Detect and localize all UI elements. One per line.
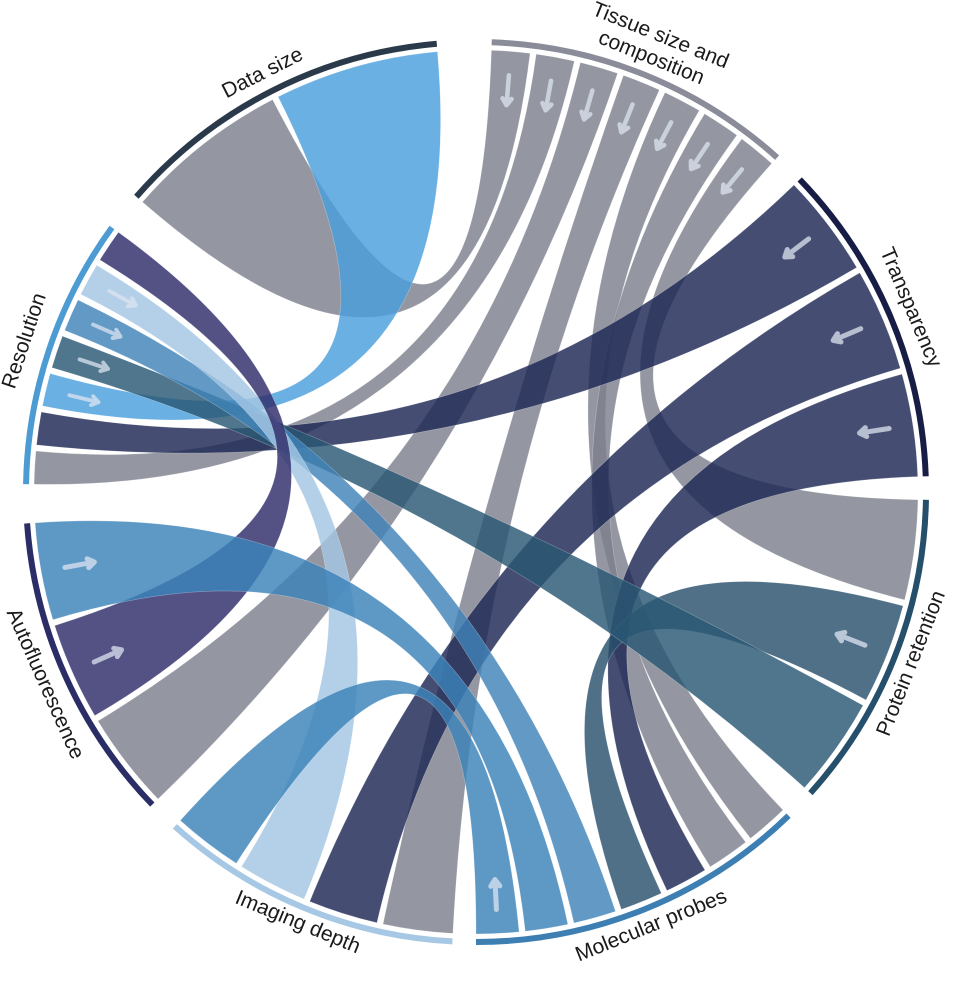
ribbon-transparency-to-molecular xyxy=(607,373,919,892)
chord-ribbons xyxy=(33,49,919,935)
arrow-icon xyxy=(834,629,868,648)
arrow-icon xyxy=(617,102,635,135)
segment-arc-tissue xyxy=(491,39,780,160)
arrow-icon xyxy=(688,141,710,172)
ribbon-transparency-to-resolution xyxy=(36,184,858,454)
segment-arc-resolution xyxy=(23,225,115,485)
segment-arc-molecular xyxy=(475,813,791,945)
segment-arc-imaging xyxy=(172,824,453,945)
arrow-icon xyxy=(67,393,101,407)
arrow-icon xyxy=(488,877,503,913)
arrow-icon xyxy=(107,289,138,309)
arrow-icon xyxy=(500,73,514,108)
arrow-icon xyxy=(62,556,97,571)
ribbon-tissue-to-autofluor xyxy=(97,62,618,800)
arrow-icon xyxy=(857,425,892,440)
arrow-icon xyxy=(720,167,745,195)
ribbon-tissue-to-molecular xyxy=(591,113,747,868)
segment-arcs xyxy=(23,39,929,945)
arrow-icon xyxy=(91,645,125,665)
ribbon-molecular-to-imaging xyxy=(179,679,520,935)
arrow-icon xyxy=(540,78,554,113)
ribbon-resolution-to-imaging xyxy=(80,264,358,900)
ribbon-tissue-to-molecular xyxy=(587,92,784,839)
arrow-icon xyxy=(782,236,812,260)
ribbon-tissue-to-datasize xyxy=(141,49,531,318)
arrow-icon xyxy=(653,120,674,152)
ribbon-tissue-to-resolution xyxy=(33,53,575,485)
segment-arc-protein xyxy=(808,499,929,796)
arrow-icon xyxy=(91,322,123,341)
segment-arc-transparency xyxy=(797,177,929,477)
arrow-icon xyxy=(77,357,110,374)
arrow-icon xyxy=(579,88,595,122)
segment-arc-autofluor xyxy=(24,523,155,807)
segment-arc-datasize xyxy=(134,40,438,199)
direction-arrows xyxy=(62,73,892,913)
arrow-icon xyxy=(830,326,864,345)
